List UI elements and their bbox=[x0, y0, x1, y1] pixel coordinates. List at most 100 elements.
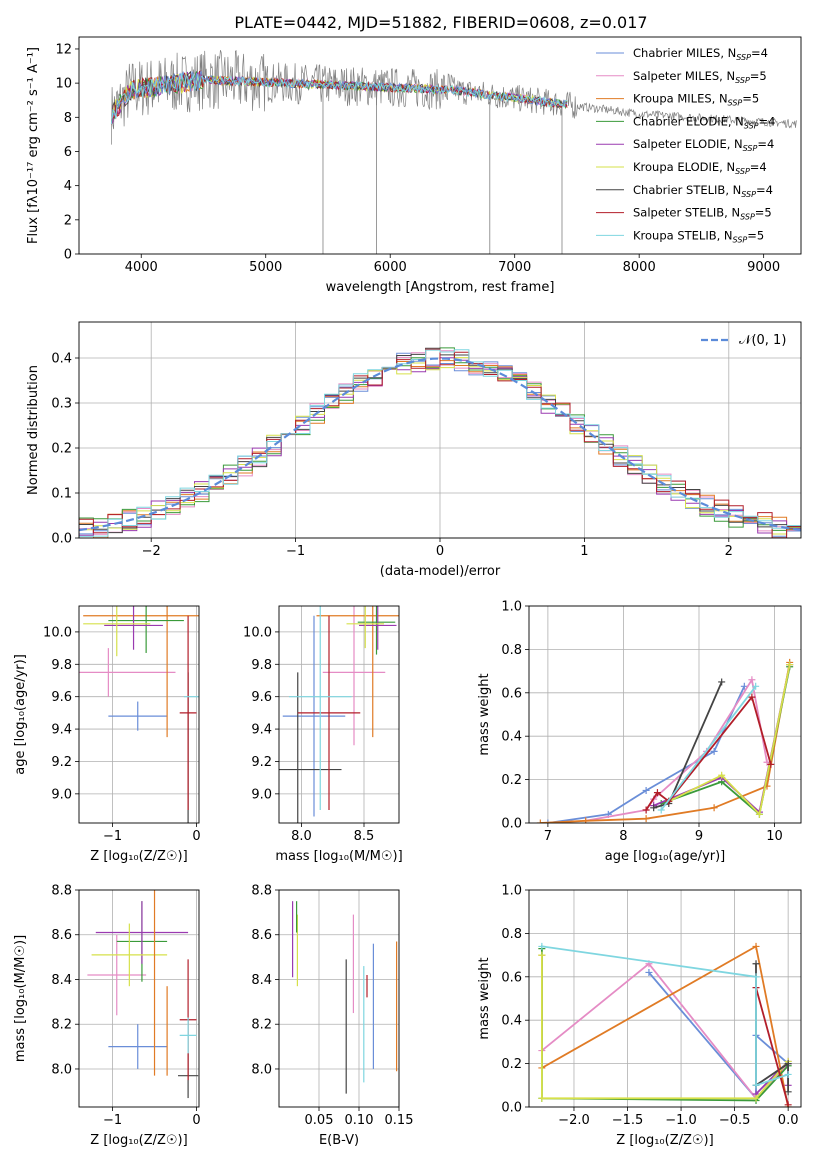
y-tick-label: 12 bbox=[55, 42, 72, 57]
figure-title: PLATE=0442, MJD=51882, FIBERID=0608, z=0… bbox=[234, 13, 647, 32]
y-tick-label: 8.8 bbox=[251, 884, 272, 899]
legend-entry: Salpeter STELIB, NSSP=5 bbox=[633, 206, 772, 222]
legend-entry: Chabrier MILES, NSSP=4 bbox=[633, 46, 768, 62]
mass-weight-line bbox=[585, 677, 768, 822]
mass-weight-line bbox=[660, 666, 791, 816]
y-tick-label: 0.6 bbox=[501, 686, 522, 701]
mass-weight-marker bbox=[642, 815, 650, 823]
x-axis-label: (data-model)/error bbox=[380, 564, 501, 579]
x-tick-label: −2.0 bbox=[558, 1113, 590, 1128]
mass-weight-marker bbox=[582, 817, 590, 823]
y-axis-label: Flux [fλ10⁻¹⁷ erg cm⁻² s⁻¹ A⁻¹] bbox=[26, 47, 41, 244]
mass-weight-marker bbox=[544, 819, 552, 823]
residual-histogram-step bbox=[79, 349, 801, 538]
y-tick-label: 0.2 bbox=[501, 1057, 522, 1072]
weight-plot-area bbox=[538, 942, 792, 1107]
mass-weight-marker bbox=[755, 810, 763, 818]
x-tick-label: 4000 bbox=[125, 260, 158, 275]
y-axis-label: mass weight bbox=[477, 957, 492, 1039]
mass-weight-line bbox=[660, 685, 757, 811]
y-tick-label: 8.4 bbox=[251, 973, 272, 988]
axes-frame bbox=[278, 889, 400, 1108]
model-spectrum-line bbox=[110, 73, 568, 125]
spectrum-panel: 4000 5000 6000 7000 8000 9000 0 2 4 6 8 10 12 wavelen… bbox=[26, 36, 802, 295]
y-tick-label: 9.4 bbox=[51, 723, 72, 738]
mass-weight-marker bbox=[642, 806, 650, 814]
mass-weight-marker bbox=[538, 1094, 546, 1102]
legend-entry: Chabrier STELIB, NSSP=4 bbox=[633, 183, 773, 199]
mass-weight-marker bbox=[718, 771, 726, 779]
legend-entry: Kroupa STELIB, NSSP=5 bbox=[633, 228, 764, 244]
x-tick-label: −1 bbox=[103, 1113, 122, 1128]
spectrum-plot-area bbox=[110, 49, 798, 254]
errorbar-plot-area bbox=[279, 606, 399, 823]
age-vs-metallicity-panel: −1 0 9.0 9.2 9.4 9.6 9.8 10.0 Z [log₁₀(Z/Z☉)] age… bbox=[13, 605, 201, 864]
mass-weight-line bbox=[668, 664, 791, 817]
y-tick-label: 2 bbox=[64, 213, 72, 228]
y-tick-label: 0.2 bbox=[51, 442, 72, 457]
mass-weight-marker bbox=[657, 806, 665, 814]
mass-weight-marker bbox=[752, 1081, 760, 1089]
legend-entry: Salpeter MILES, NSSP=5 bbox=[633, 69, 767, 85]
y-tick-label: 8.2 bbox=[51, 1018, 72, 1033]
x-tick-label: 9 bbox=[695, 829, 703, 844]
y-tick-label: 9.2 bbox=[51, 755, 72, 770]
mass-weight-line bbox=[541, 945, 789, 1087]
y-tick-label: 1.0 bbox=[501, 600, 522, 615]
mass-weight-marker bbox=[718, 678, 726, 686]
x-tick-label: −0.5 bbox=[719, 1113, 751, 1128]
mass-weight-marker bbox=[752, 960, 760, 968]
y-tick-label: 10.0 bbox=[43, 625, 72, 640]
mass-weight-marker bbox=[752, 682, 760, 690]
histogram-plot-area bbox=[79, 347, 801, 538]
mass-weight-marker bbox=[645, 968, 653, 976]
y-tick-label: 0.8 bbox=[501, 643, 522, 658]
axes-frame bbox=[78, 889, 200, 1108]
y-tick-label: 0.0 bbox=[51, 532, 72, 547]
x-axis-label: Z [log₁₀(Z/Z☉)] bbox=[90, 1133, 187, 1148]
axes-frame bbox=[78, 321, 802, 539]
weight-plot-area bbox=[536, 658, 794, 823]
x-tick-label: 5000 bbox=[249, 260, 282, 275]
mass-weight-line bbox=[547, 685, 746, 823]
x-tick-label: 10 bbox=[766, 829, 783, 844]
mass-weight-line bbox=[541, 945, 789, 1107]
x-tick-label: 0.15 bbox=[385, 1113, 414, 1128]
x-tick-label: 0 bbox=[436, 544, 444, 559]
x-tick-label: −1.5 bbox=[612, 1113, 644, 1128]
y-tick-label: 8.0 bbox=[51, 1062, 72, 1077]
axes-frame bbox=[528, 605, 802, 824]
y-tick-label: 8.6 bbox=[251, 928, 272, 943]
legend-entry: Kroupa MILES, NSSP=5 bbox=[633, 92, 759, 108]
x-axis-label: E(B-V) bbox=[319, 1133, 359, 1148]
mass-weight-marker bbox=[653, 789, 661, 797]
x-tick-label: 8.5 bbox=[354, 829, 375, 844]
x-axis-label: Z [log₁₀(Z/Z☉)] bbox=[90, 849, 187, 864]
y-tick-label: 8.0 bbox=[251, 1062, 272, 1077]
y-tick-label: 9.4 bbox=[251, 723, 272, 738]
mass-weight-marker bbox=[784, 1060, 792, 1068]
x-tick-label: 8 bbox=[619, 829, 627, 844]
x-tick-label: 0 bbox=[192, 829, 200, 844]
y-tick-label: 6 bbox=[64, 145, 72, 160]
x-tick-label: 2 bbox=[725, 544, 733, 559]
x-axis-label: Z [log₁₀(Z/Z☉)] bbox=[616, 1133, 713, 1148]
legend-entry: Chabrier ELODIE, NSSP=4 bbox=[633, 114, 775, 130]
x-axis-label: mass [log₁₀(M/M☉)] bbox=[275, 849, 402, 864]
axes-frame bbox=[278, 605, 400, 824]
x-tick-label: 0.10 bbox=[345, 1113, 374, 1128]
y-tick-label: 9.0 bbox=[251, 787, 272, 802]
mass-weight-marker bbox=[642, 786, 650, 794]
mass-weight-marker bbox=[752, 973, 760, 981]
mass-weight-line bbox=[541, 948, 789, 1102]
y-axis-label: mass [log₁₀(M/M☉)] bbox=[13, 935, 28, 1062]
mass-weight-marker bbox=[752, 1094, 760, 1102]
errorbar-plot-area bbox=[292, 901, 398, 1094]
model-spectrum-line bbox=[110, 70, 568, 125]
y-axis-label: mass weight bbox=[477, 673, 492, 755]
mass-weight-marker bbox=[784, 1088, 792, 1096]
x-tick-label: 7 bbox=[544, 829, 552, 844]
y-tick-label: 0.0 bbox=[501, 1101, 522, 1116]
legend-entry: Salpeter ELODIE, NSSP=4 bbox=[633, 137, 774, 153]
